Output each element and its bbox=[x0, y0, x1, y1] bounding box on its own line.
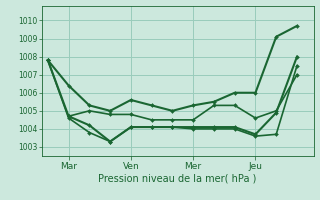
X-axis label: Pression niveau de la mer( hPa ): Pression niveau de la mer( hPa ) bbox=[99, 173, 257, 183]
